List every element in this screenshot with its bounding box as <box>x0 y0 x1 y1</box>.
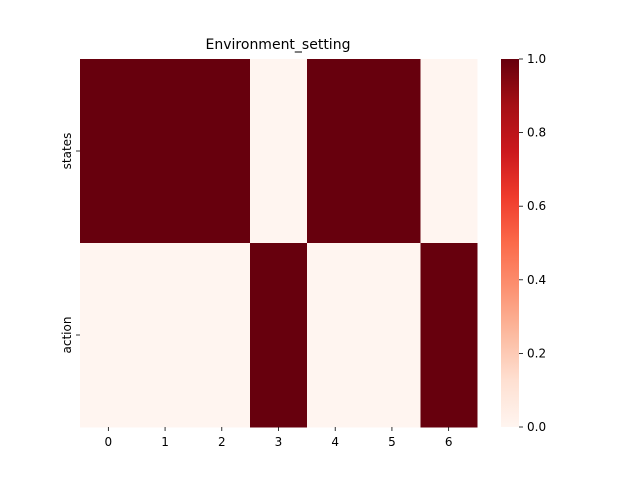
heatmap-cell-action-5 <box>363 243 421 428</box>
heatmap-cell-action-0 <box>80 243 138 428</box>
heatmap-cell-action-2 <box>193 243 251 428</box>
colorbar-tick-label: 0.4 <box>527 273 546 287</box>
colorbar-tick-label: 0.0 <box>527 420 546 434</box>
heatmap-cell-states-2 <box>193 59 251 244</box>
colorbar-tick-label: 1.0 <box>527 52 546 66</box>
y-axis: states action <box>60 133 80 354</box>
heatmap-cell-states-1 <box>136 59 194 244</box>
heatmap-cell-action-4 <box>306 243 365 428</box>
x-tick-label: 1 <box>161 435 169 449</box>
y-tick-label: states <box>60 133 74 170</box>
x-tick-label: 2 <box>218 435 226 449</box>
x-tick-label: 6 <box>445 435 453 449</box>
heatmap-cell-states-5 <box>363 59 421 244</box>
y-tick-label: action <box>60 317 74 354</box>
heatmap-cell-states-0 <box>80 59 138 244</box>
x-tick-label: 4 <box>331 435 339 449</box>
heatmap-cell-action-1 <box>136 243 194 428</box>
x-tick-label: 3 <box>275 435 283 449</box>
heatmap-cell-action-3 <box>250 243 308 428</box>
chart-title: Environment_setting <box>206 37 351 53</box>
colorbar-ticks: 0.0 0.2 0.4 0.6 0.8 1.0 <box>519 52 546 434</box>
x-tick-label: 5 <box>388 435 396 449</box>
heatmap-cell-states-3 <box>250 59 308 244</box>
heatmap-cells <box>80 59 478 428</box>
colorbar-gradient <box>501 59 519 427</box>
colorbar-tick-label: 0.8 <box>527 126 546 140</box>
x-axis: 0 1 2 3 4 5 6 <box>105 427 453 449</box>
heatmap-cell-states-4 <box>306 59 365 244</box>
heatmap-cell-action-6 <box>420 243 478 428</box>
colorbar-tick-label: 0.2 <box>527 346 546 360</box>
colorbar-tick-label: 0.6 <box>527 199 546 213</box>
x-tick-label: 0 <box>105 435 113 449</box>
colorbar: 0.0 0.2 0.4 0.6 0.8 1.0 <box>501 52 546 434</box>
heatmap-cell-states-6 <box>420 59 478 244</box>
